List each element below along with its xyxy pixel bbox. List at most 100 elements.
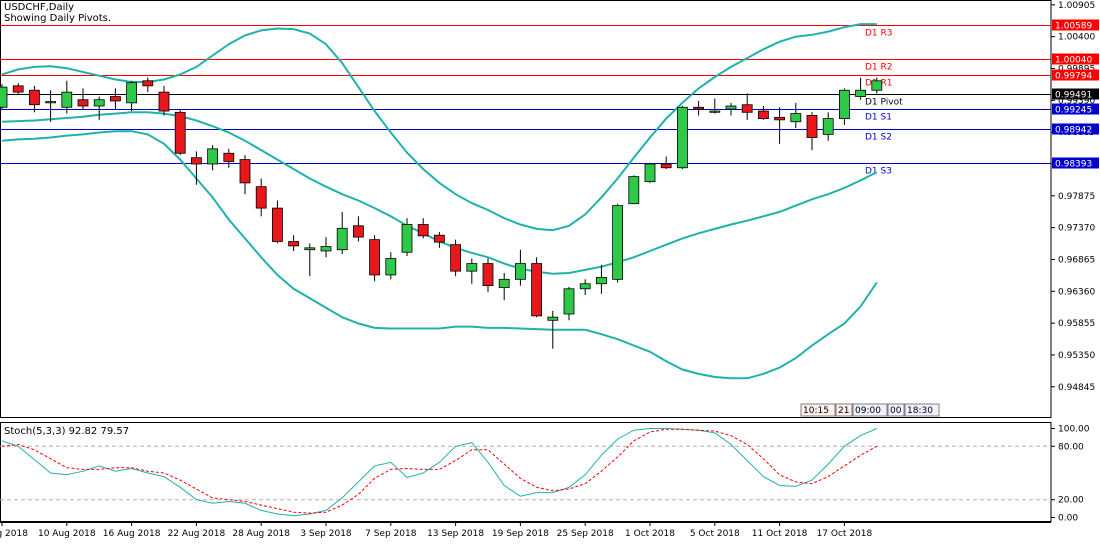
stoch-axis-label: 20.00 xyxy=(1058,496,1084,506)
pivot-price-box xyxy=(1052,157,1099,169)
candle xyxy=(0,83,8,110)
candle-body xyxy=(547,316,559,321)
pivot-price-text: 1.00589 xyxy=(1055,22,1092,32)
candle-body xyxy=(579,283,591,290)
pivot-label: D1 R3 xyxy=(865,29,893,39)
stoch-main-line xyxy=(1,428,878,517)
candle xyxy=(547,310,559,349)
candle xyxy=(563,286,575,321)
candle xyxy=(223,148,235,168)
candle xyxy=(142,77,154,93)
candle-body xyxy=(61,91,73,108)
candle xyxy=(336,211,348,255)
candle-body xyxy=(45,101,56,104)
candle xyxy=(417,218,429,239)
time-box-label: 10:15 xyxy=(803,406,829,416)
candle-body xyxy=(93,99,105,107)
candle-body xyxy=(174,111,186,154)
candle xyxy=(93,96,105,120)
candle xyxy=(12,83,24,95)
candle xyxy=(385,252,397,280)
time-box xyxy=(835,403,853,417)
candle xyxy=(174,109,186,156)
stoch-signal-line xyxy=(1,428,878,514)
candle-body xyxy=(190,157,202,165)
time-axis-label: 22 Aug 2018 xyxy=(168,529,226,539)
bollinger-band-line xyxy=(1,111,878,275)
candle-body xyxy=(352,225,364,238)
candle-body xyxy=(255,186,267,209)
time-axis-label: 1 Oct 2018 xyxy=(625,529,675,539)
time-axis-label: 25 Sep 2018 xyxy=(557,529,614,539)
candle xyxy=(433,232,445,248)
candle xyxy=(482,258,494,292)
candle-body xyxy=(806,115,818,138)
pivot-price-box xyxy=(1052,103,1099,115)
candle-body xyxy=(709,110,721,113)
candle xyxy=(644,162,656,183)
candle xyxy=(288,235,300,251)
candle-body xyxy=(385,258,397,276)
candle xyxy=(579,279,591,296)
candle-body xyxy=(774,116,785,121)
pivot-price-box xyxy=(1052,19,1099,31)
candle-body xyxy=(239,159,251,184)
price-axis-label: 0.94845 xyxy=(1058,383,1095,393)
price-axis-label: 0.97370 xyxy=(1058,224,1095,234)
candle xyxy=(806,112,818,151)
time-box-label: 21 xyxy=(838,406,849,416)
pivot-label: D1 S1 xyxy=(865,113,892,123)
candle-body xyxy=(563,288,575,315)
pivot-price-text: 0.99491 xyxy=(1055,91,1092,101)
candle xyxy=(207,145,219,171)
time-axis-label: 5 Oct 2018 xyxy=(690,529,740,539)
candle xyxy=(790,102,802,129)
candle xyxy=(693,100,704,116)
pivot-label: D1 Pivot xyxy=(865,98,903,108)
time-axis-label: 17 Oct 2018 xyxy=(817,529,873,539)
candle-body xyxy=(596,277,607,285)
candle xyxy=(515,249,526,286)
candle-body xyxy=(401,224,413,253)
candle xyxy=(596,264,607,294)
candle-body xyxy=(531,263,542,317)
candle xyxy=(612,203,623,283)
candle xyxy=(466,258,478,284)
candle xyxy=(758,106,769,120)
pivot-price-text: 0.99794 xyxy=(1055,72,1092,82)
time-axis-label: 7 Sep 2018 xyxy=(365,529,417,539)
candle xyxy=(110,88,121,110)
candle-body xyxy=(158,91,170,112)
candle xyxy=(45,90,56,122)
candle xyxy=(304,243,316,277)
candle xyxy=(352,216,364,242)
candle-body xyxy=(223,152,235,162)
time-axis-label: 13 Sep 2018 xyxy=(427,529,484,539)
candle-body xyxy=(628,176,640,205)
candle xyxy=(450,239,462,277)
candle xyxy=(158,85,170,116)
candle-body xyxy=(515,263,526,280)
time-box-label: 18:30 xyxy=(907,406,933,416)
candle-body xyxy=(304,247,316,251)
candle-body xyxy=(12,85,24,93)
time-axis-label: 6 Aug 2018 xyxy=(0,529,28,539)
candle-body xyxy=(677,106,688,169)
candle xyxy=(531,257,542,318)
time-axis-label: 11 Oct 2018 xyxy=(752,529,808,539)
candle-body xyxy=(660,163,672,169)
candle-body xyxy=(758,110,769,120)
stoch-plot-frame xyxy=(0,422,1052,522)
candle xyxy=(190,151,202,185)
pivot-price-box xyxy=(1052,69,1099,81)
candle xyxy=(320,237,332,258)
time-axis-label: 3 Sep 2018 xyxy=(300,529,352,539)
candle-body xyxy=(369,239,381,276)
stoch-axis-label: 80.00 xyxy=(1058,442,1084,452)
time-box xyxy=(800,403,836,417)
candle-body xyxy=(0,86,8,108)
candle xyxy=(239,155,251,195)
pivot-label: D1 R2 xyxy=(865,63,893,73)
time-axis-label: 28 Aug 2018 xyxy=(232,529,290,539)
